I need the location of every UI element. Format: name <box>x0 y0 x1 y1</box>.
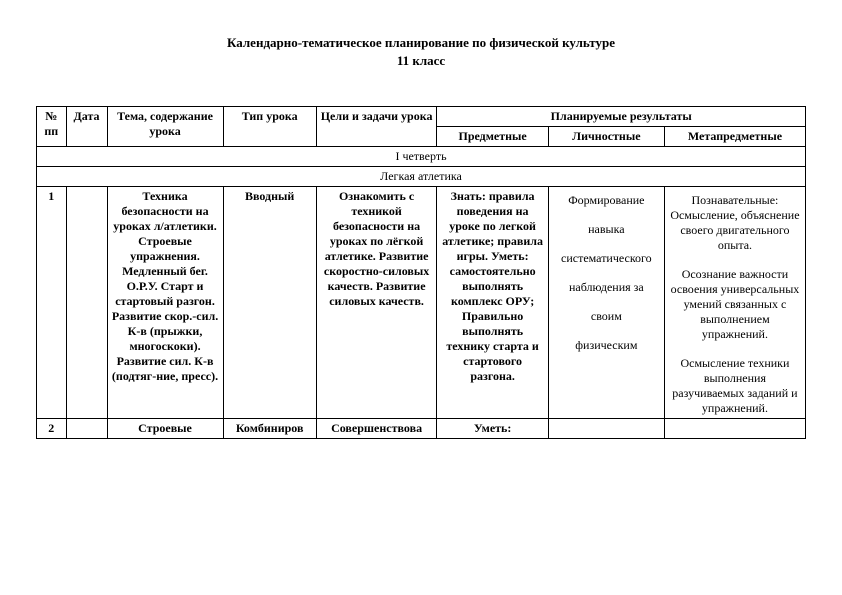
section-unit: Легкая атлетика <box>37 167 806 187</box>
table-row: 1 Техника безопасности на уроках л/атлет… <box>37 187 806 419</box>
header-tip: Тип урока <box>223 107 316 147</box>
section-unit-row: Легкая атлетика <box>37 167 806 187</box>
lich-line: Формирование <box>552 193 661 208</box>
cell-celi: Ознакомить с техникой безопасности на ур… <box>316 187 437 419</box>
cell-num: 1 <box>37 187 67 419</box>
header-num: № пп <box>37 107 67 147</box>
cell-tip: Вводный <box>223 187 316 419</box>
cell-tema: Техника безопасности на уроках л/атлетик… <box>107 187 223 419</box>
planning-table: № пп Дата Тема, содержание урока Тип уро… <box>36 106 806 439</box>
lich-line: систематического <box>552 251 661 266</box>
cell-celi: Совершенствова <box>316 419 437 439</box>
meta-para: Познавательные: Осмысление, объяснение с… <box>668 193 802 253</box>
title-line-1: Календарно-тематическое планирование по … <box>227 35 615 50</box>
cell-pred: Знать: правила поведения на уроке по лег… <box>437 187 548 419</box>
header-tema: Тема, содержание урока <box>107 107 223 147</box>
cell-date <box>66 187 107 419</box>
cell-tema: Строевые <box>107 419 223 439</box>
header-date: Дата <box>66 107 107 147</box>
cell-pred: Уметь: <box>437 419 548 439</box>
cell-lich: Формирование навыка систематического наб… <box>548 187 664 419</box>
document-title: Календарно-тематическое планирование по … <box>36 34 806 70</box>
cell-meta: Познавательные: Осмысление, объяснение с… <box>664 187 805 419</box>
cell-tip: Комбиниров <box>223 419 316 439</box>
cell-num: 2 <box>37 419 67 439</box>
lich-line: физическим <box>552 338 661 353</box>
header-lich: Личностные <box>548 127 664 147</box>
meta-para: Осмысление техники выполнения разучиваем… <box>668 356 802 416</box>
lich-line: навыка <box>552 222 661 237</box>
header-meta: Метапредметные <box>664 127 805 147</box>
meta-para: Осознание важности освоения универсальны… <box>668 267 802 342</box>
cell-meta <box>664 419 805 439</box>
section-quarter-row: I четверть <box>37 147 806 167</box>
header-celi: Цели и задачи урока <box>316 107 437 147</box>
title-line-2: 11 класс <box>397 53 445 68</box>
cell-lich <box>548 419 664 439</box>
section-quarter: I четверть <box>37 147 806 167</box>
document-page: Календарно-тематическое планирование по … <box>0 0 842 439</box>
lich-line: наблюдения за <box>552 280 661 295</box>
table-row: 2 Строевые Комбиниров Совершенствова Уме… <box>37 419 806 439</box>
header-results: Планируемые результаты <box>437 107 806 127</box>
header-row-1: № пп Дата Тема, содержание урока Тип уро… <box>37 107 806 127</box>
cell-date <box>66 419 107 439</box>
header-pred: Предметные <box>437 127 548 147</box>
lich-line: своим <box>552 309 661 324</box>
